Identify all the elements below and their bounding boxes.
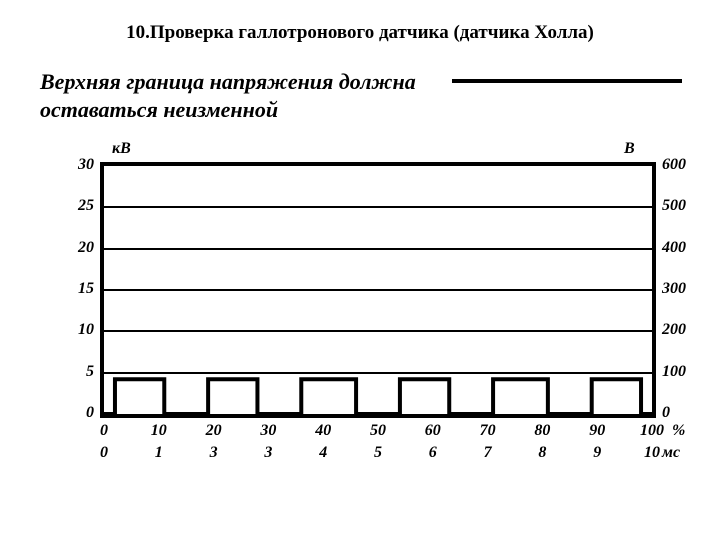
xtick-percent: 50 [370,422,386,440]
ytick-left: 0 [54,404,94,422]
xtick-ms: 9 [593,444,601,462]
ytick-left: 30 [54,156,94,174]
xtick-percent: 100 [640,422,664,440]
xtick-ms: 7 [484,444,492,462]
xtick-percent: 0 [100,422,108,440]
chart-panel: Верхняя граница напряжения должна остава… [22,62,698,502]
ytick-right: 200 [662,321,686,339]
square-wave-signal [104,166,652,414]
chart-subtitle: Верхняя граница напряжения должна остава… [40,68,416,124]
right-axis-unit-label: В [624,140,635,158]
signal-path [104,379,652,414]
subtitle-dash-extension [452,79,682,83]
ytick-right: 100 [662,363,686,381]
page-heading: 10.Проверка галлотронового датчика (датч… [0,22,720,44]
page-root: 10.Проверка галлотронового датчика (датч… [0,0,720,540]
ytick-right: 400 [662,239,686,257]
x-axis-unit-ms: мс [662,444,680,462]
ytick-right: 300 [662,280,686,298]
ytick-right: 600 [662,156,686,174]
ytick-left: 20 [54,239,94,257]
xtick-ms: 1 [155,444,163,462]
xtick-ms: 8 [538,444,546,462]
ytick-left: 5 [54,363,94,381]
xtick-ms: 5 [374,444,382,462]
xtick-ms: 6 [429,444,437,462]
xtick-ms: 3 [264,444,272,462]
xtick-ms: 4 [319,444,327,462]
xtick-percent: 30 [260,422,276,440]
ytick-right: 500 [662,197,686,215]
xtick-percent: 40 [315,422,331,440]
xtick-percent: 80 [534,422,550,440]
x-axis-unit-percent: % [672,422,685,440]
xtick-ms: 0 [100,444,108,462]
xtick-ms: 3 [210,444,218,462]
ytick-left: 25 [54,197,94,215]
left-axis-unit-label: кВ [112,140,131,158]
ytick-right: 0 [662,404,670,422]
xtick-percent: 60 [425,422,441,440]
xtick-percent: 10 [151,422,167,440]
subtitle-line-1: Верхняя граница напряжения должна [40,68,416,96]
plot-area [100,162,656,418]
subtitle-line-2: оставаться неизменной [40,96,416,124]
xtick-percent: 90 [589,422,605,440]
ytick-left: 10 [54,321,94,339]
xtick-percent: 20 [206,422,222,440]
xtick-ms: 10 [644,444,660,462]
ytick-left: 15 [54,280,94,298]
xtick-percent: 70 [480,422,496,440]
